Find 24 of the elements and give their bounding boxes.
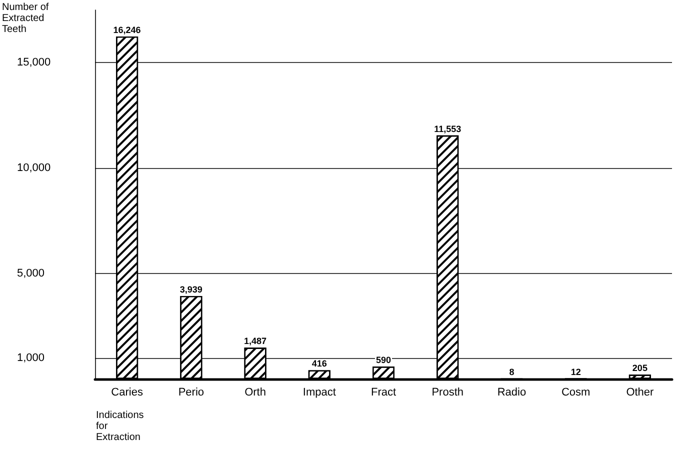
x-axis-title: Indications for Extraction xyxy=(96,410,144,443)
x-tick-label: Cosm xyxy=(561,386,590,398)
data-label: 416 xyxy=(312,358,327,369)
data-label: 11,553 xyxy=(434,124,462,134)
data-label: 12 xyxy=(570,366,581,377)
x-tick-label: Orth xyxy=(244,386,266,398)
y-tick-label: 1,000 xyxy=(17,352,45,364)
x-tick-label: Fract xyxy=(370,386,396,398)
x-tick-label: Impact xyxy=(302,386,336,398)
y-tick-label: 15,000 xyxy=(17,56,51,69)
x-tick-label: Caries xyxy=(111,386,144,398)
data-label: 205 xyxy=(632,363,648,374)
data-label: 1,487 xyxy=(244,336,267,346)
data-label: 8 xyxy=(509,366,514,377)
x-tick-label: Radio xyxy=(497,386,526,398)
data-label: 3,939 xyxy=(180,284,202,294)
x-tick-label: Perio xyxy=(178,386,204,398)
y-tick-label: 10,000 xyxy=(17,162,51,174)
y-axis-title: Number of Extracted Teeth xyxy=(2,2,49,35)
y-tick-label: 5,000 xyxy=(17,268,45,280)
data-label: 16,246 xyxy=(113,24,141,35)
data-label: 590 xyxy=(376,355,392,366)
x-tick-label: Other xyxy=(626,386,654,398)
x-tick-label: Prosth xyxy=(432,386,464,398)
